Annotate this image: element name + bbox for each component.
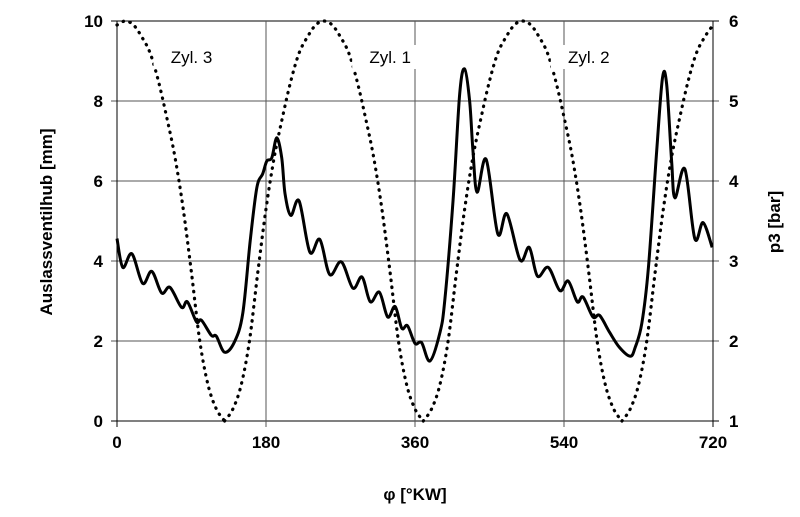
y-right-tick-label: 3 <box>729 252 738 271</box>
y-left-tick-label: 2 <box>94 332 103 351</box>
cylinder-annotation: Zyl. 1 <box>369 48 411 67</box>
annotations: Zyl. 3 Zyl. 1 Zyl. 2 <box>153 45 627 69</box>
x-tick-label: 540 <box>550 433 578 452</box>
x-tick-label: 360 <box>401 433 429 452</box>
annotation-background <box>153 45 230 69</box>
y-right-tick-label: 1 <box>729 412 738 431</box>
y-left-tick-label: 0 <box>94 412 103 431</box>
y-left-tick-label: 4 <box>94 252 104 271</box>
p3-pressure-line <box>115 67 714 363</box>
valve-lift-line-zyl-1 <box>223 19 425 423</box>
valve-lift-line-zyl-3 <box>115 19 227 423</box>
y-axis-right-label: p3 [bar] <box>765 191 784 253</box>
y-right-tick-label: 2 <box>729 332 738 351</box>
x-axis-label: φ [°KW] <box>383 485 446 504</box>
series-layer <box>115 19 715 423</box>
valve-lift-line-zyl-2 <box>421 19 624 423</box>
y-right-tick-label: 6 <box>729 12 738 31</box>
y-right-tick-label: 5 <box>729 92 738 111</box>
cylinder-annotation: Zyl. 2 <box>568 48 610 67</box>
grid <box>111 20 719 427</box>
x-tick-label: 0 <box>112 433 121 452</box>
x-tick-label: 180 <box>252 433 280 452</box>
y-left-tick-label: 6 <box>94 172 103 191</box>
y-right-tick-label: 4 <box>729 172 739 191</box>
annotation-background <box>352 45 429 69</box>
y-left-tick-label: 8 <box>94 92 103 111</box>
cylinder-annotation: Zyl. 3 <box>171 48 213 67</box>
annotation-background <box>550 45 627 69</box>
y-axis-left-label: Auslassventilhub [mm] <box>37 128 56 315</box>
valve-lift-line-zyl-3 <box>620 23 715 423</box>
x-tick-label: 720 <box>699 433 727 452</box>
y-left-tick-label: 10 <box>84 12 103 31</box>
